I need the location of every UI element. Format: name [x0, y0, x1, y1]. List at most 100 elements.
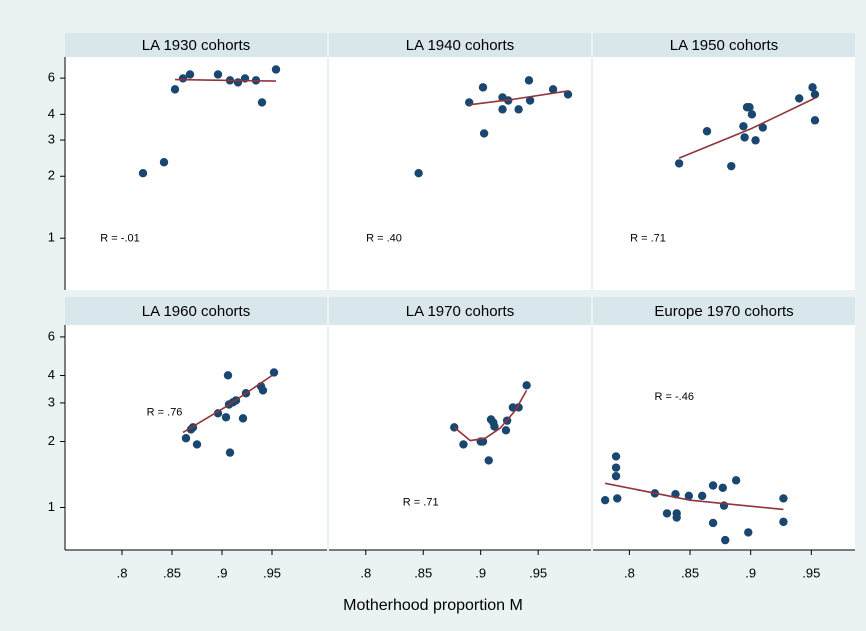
panel-title: LA 1960 cohorts: [142, 303, 250, 320]
panel-header: [593, 297, 855, 325]
fit-line: [453, 390, 528, 442]
point: [702, 127, 712, 136]
x-tick-label: .9: [745, 565, 756, 580]
panel: [65, 33, 327, 290]
fit-line: [174, 78, 277, 82]
point: [611, 463, 621, 472]
point: [484, 456, 493, 465]
point: [810, 116, 820, 125]
point: [779, 494, 788, 503]
point: [258, 386, 268, 395]
point: [740, 133, 749, 142]
fit-line: [604, 482, 784, 511]
point: [779, 517, 788, 527]
fit-line: [678, 97, 816, 159]
point: [758, 123, 768, 132]
point: [708, 481, 718, 490]
point: [751, 136, 760, 145]
panel-header: [65, 297, 327, 325]
point: [185, 70, 195, 79]
point: [684, 491, 694, 501]
point: [271, 65, 281, 74]
panel-header: [329, 33, 591, 57]
point: [810, 90, 820, 99]
point: [192, 440, 202, 449]
point: [548, 85, 558, 94]
point: [498, 105, 507, 114]
point: [718, 483, 727, 492]
y-tick-label: 4: [48, 106, 55, 121]
y-tick-label: 3: [48, 131, 55, 146]
point: [464, 98, 474, 107]
y-tick-label: 1: [48, 230, 55, 245]
annotation: R = .40: [366, 233, 402, 245]
panel-header: [329, 297, 591, 325]
y-tick-label: 6: [48, 70, 55, 85]
y-tick-label: 6: [48, 328, 55, 343]
point: [490, 422, 499, 431]
x-tick-label: .85: [681, 565, 699, 580]
x-tick-label: .95: [802, 565, 820, 580]
panel: [593, 33, 855, 290]
panel-title: LA 1950 cohorts: [670, 37, 778, 54]
point: [795, 94, 804, 103]
point: [674, 159, 684, 168]
annotation: R = -.01: [100, 233, 139, 245]
panel-title: LA 1940 cohorts: [406, 37, 514, 54]
x-tick-label: .8: [117, 565, 128, 580]
x-tick-label: .85: [414, 565, 432, 580]
point: [170, 85, 180, 94]
point: [238, 414, 248, 423]
point: [745, 103, 754, 112]
annotation: R = -.46: [655, 391, 694, 403]
point: [611, 452, 621, 461]
point: [747, 110, 757, 119]
point: [727, 161, 736, 171]
x-tick-label: .8: [624, 565, 635, 580]
point: [223, 371, 233, 380]
point: [181, 434, 191, 443]
y-tick-label: 2: [48, 168, 55, 183]
point: [708, 518, 718, 528]
point: [414, 168, 423, 178]
panel-title: LA 1970 cohorts: [406, 303, 514, 320]
point: [721, 535, 730, 545]
point: [525, 96, 535, 105]
x-tick-label: .85: [163, 565, 181, 580]
panel: [593, 297, 855, 550]
x-tick-label: .9: [475, 565, 486, 580]
point: [257, 98, 267, 107]
panel-header: [593, 33, 855, 57]
x-tick-label: .9: [217, 565, 228, 580]
point: [524, 76, 534, 85]
point: [522, 381, 531, 390]
point: [159, 158, 169, 167]
panel-title: LA 1930 cohorts: [142, 37, 250, 54]
annotation: R = .71: [403, 497, 439, 509]
panel-header: [65, 33, 327, 57]
y-tick-label: 4: [48, 367, 55, 382]
panel: [329, 297, 591, 550]
point: [213, 70, 223, 79]
fit-line: [469, 90, 569, 106]
point: [269, 368, 279, 377]
x-tick-label: .95: [263, 565, 281, 580]
x-axis-label: Motherhood proportion M: [343, 597, 523, 614]
panel-title: Europe 1970 cohorts: [654, 303, 793, 320]
point: [501, 426, 511, 435]
y-tick-label: 3: [48, 394, 55, 409]
point: [514, 105, 523, 114]
point: [479, 129, 489, 138]
point: [739, 122, 748, 131]
panel: [329, 33, 591, 290]
point: [563, 90, 573, 99]
point: [662, 509, 672, 518]
annotation: R = .76: [147, 407, 183, 419]
point: [697, 491, 707, 501]
point: [600, 495, 610, 505]
annotation: R = .71: [630, 233, 666, 245]
point: [613, 494, 622, 503]
point: [478, 83, 488, 92]
point: [213, 409, 223, 418]
